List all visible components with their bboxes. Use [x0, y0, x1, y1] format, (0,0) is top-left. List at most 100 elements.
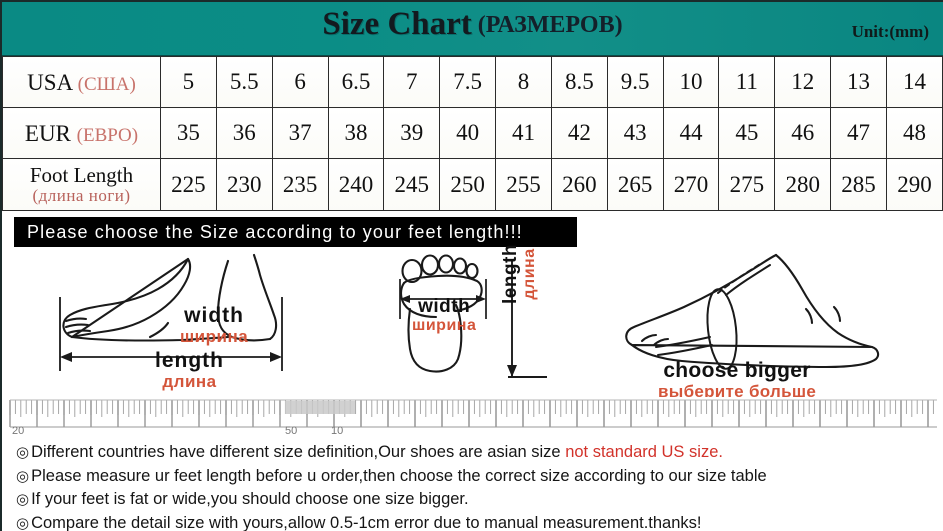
- note-line: ◎ If your feet is fat or wide,you should …: [16, 488, 943, 512]
- cell-usa-12: 13: [830, 56, 887, 108]
- cell-eur-11: 46: [774, 107, 832, 159]
- title-sub-russian: (РАЗМЕРОВ): [477, 12, 623, 38]
- unit-label: Unit:(mm): [851, 22, 929, 41]
- cell-usa-13: 14: [885, 56, 943, 108]
- label-width-sole: width ширина: [412, 296, 476, 335]
- row-label-foot-length-ru: (длина ноги): [32, 186, 131, 205]
- label-length-sole: length длина: [500, 244, 539, 304]
- row-label-eur-en: EUR: [24, 120, 71, 146]
- note-text: Compare the detail size with yours,allow…: [31, 513, 702, 531]
- ruler-mark-10: 10: [331, 425, 344, 437]
- note-text: If your feet is fat or wide,you should c…: [31, 490, 469, 508]
- bullet-icon: ◎: [16, 444, 30, 461]
- cell-foot-4: 245: [383, 158, 441, 211]
- cell-foot-5: 250: [439, 158, 497, 211]
- diagram-side-view-foot: width ширина length длина: [32, 249, 372, 397]
- title-main: Size Chart: [322, 6, 472, 42]
- row-label-eur-ru: (ЕВРО): [76, 124, 139, 146]
- cell-eur-7: 42: [550, 107, 608, 159]
- banner-zone: Please choose the Size according to your…: [2, 211, 943, 249]
- bullet-icon: ◎: [16, 514, 30, 531]
- cell-foot-12: 285: [830, 158, 887, 211]
- cell-usa-9: 10: [662, 56, 720, 108]
- cell-usa-3: 6.5: [327, 56, 385, 108]
- cell-eur-9: 44: [662, 107, 720, 159]
- cell-foot-9: 270: [662, 158, 720, 211]
- row-label-usa: USA (США): [2, 56, 161, 108]
- note-line: ◎ Compare the detail size with yours,allo…: [16, 512, 943, 531]
- cell-usa-5: 7.5: [439, 56, 497, 108]
- size-table: USA (США) 5 5.5 6 6.5 7 7.5 8 8.5 9.5 10…: [2, 56, 943, 211]
- cell-foot-7: 260: [550, 158, 608, 211]
- foot-tape-icon: [625, 253, 880, 370]
- cell-eur-2: 37: [271, 107, 329, 159]
- cell-eur-0: 35: [160, 107, 217, 159]
- note-text: Different countries have different size …: [31, 443, 566, 461]
- label-length-sole-en: length: [500, 244, 521, 304]
- ruler-strip: 20 50 10: [2, 397, 943, 437]
- cell-usa-8: 9.5: [606, 56, 664, 108]
- diagram-foot-with-tape: choose bigger выберите больше: [610, 249, 910, 401]
- label-length-side-ru: длина: [162, 372, 217, 391]
- cell-foot-2: 235: [271, 158, 329, 211]
- note-line: ◎ Please measure ur feet length before u …: [16, 465, 943, 489]
- cell-foot-1: 230: [215, 158, 273, 211]
- row-label-usa-ru: (США): [77, 73, 136, 95]
- cell-usa-4: 7: [383, 56, 441, 108]
- label-length-side: length длина: [155, 349, 224, 392]
- chart-header: Size Chart (РАЗМЕРОВ) Unit:(mm): [2, 2, 943, 56]
- cell-eur-12: 47: [830, 107, 887, 159]
- cell-usa-7: 8.5: [550, 56, 608, 108]
- label-width-side-en: width: [184, 304, 244, 327]
- ruler-icon: [2, 397, 943, 437]
- bullet-icon: ◎: [16, 467, 30, 485]
- cell-foot-13: 290: [885, 158, 943, 211]
- cell-usa-11: 12: [774, 56, 832, 108]
- cell-usa-0: 5: [160, 56, 217, 108]
- cell-usa-10: 11: [718, 56, 776, 108]
- row-label-eur: EUR (ЕВРО): [2, 107, 161, 159]
- sole-foot-icon: [399, 254, 547, 378]
- row-label-usa-en: USA: [27, 69, 72, 95]
- cell-foot-0: 225: [160, 158, 217, 211]
- label-width-sole-en: width: [418, 296, 471, 317]
- label-width-side-ru: ширина: [180, 327, 249, 346]
- table-row: Foot Length (длина ноги) 225 230 235 240…: [2, 158, 943, 211]
- bullet-icon: ◎: [16, 491, 30, 508]
- cell-usa-2: 6: [271, 56, 329, 108]
- foot-diagrams: width ширина length длина: [2, 244, 943, 401]
- cell-foot-11: 280: [774, 158, 832, 211]
- cell-foot-10: 275: [718, 158, 776, 211]
- ruler-mark-50: 50: [285, 425, 298, 437]
- instruction-banner: Please choose the Size according to your…: [14, 217, 577, 247]
- ruler-mark-20: 20: [12, 425, 25, 437]
- row-label-foot-length-en: Foot Length: [29, 163, 134, 187]
- notes-list: ◎ Different countries have different size…: [2, 437, 943, 531]
- cell-eur-1: 36: [215, 107, 273, 159]
- cell-eur-10: 45: [718, 107, 776, 159]
- cell-eur-3: 38: [327, 107, 385, 159]
- row-label-foot-length: Foot Length (длина ноги): [2, 158, 161, 211]
- page-title: Size Chart (РАЗМЕРОВ): [2, 6, 943, 43]
- label-length-side-en: length: [155, 349, 224, 372]
- table-row: EUR (ЕВРО) 35 36 37 38 39 40 41 42 43 44…: [2, 107, 943, 159]
- note-text-red: not standard US size.: [565, 443, 723, 461]
- cell-eur-13: 48: [885, 107, 943, 159]
- side-foot-icon: [59, 253, 283, 371]
- cell-foot-6: 255: [495, 158, 552, 211]
- table-row: USA (США) 5 5.5 6 6.5 7 7.5 8 8.5 9.5 10…: [2, 56, 943, 108]
- cell-eur-8: 43: [606, 107, 664, 159]
- cell-foot-3: 240: [327, 158, 385, 211]
- note-line: ◎ Different countries have different size…: [16, 441, 943, 465]
- label-choose-bigger: choose bigger выберите больше: [658, 359, 816, 402]
- cell-foot-8: 265: [606, 158, 664, 211]
- cell-eur-4: 39: [383, 107, 441, 159]
- cell-usa-6: 8: [495, 56, 552, 108]
- note-text: Please measure ur feet length before u o…: [31, 466, 767, 485]
- cell-usa-1: 5.5: [215, 56, 273, 108]
- cell-eur-5: 40: [439, 107, 497, 159]
- label-width-side: width ширина: [180, 304, 248, 347]
- diagram-sole-view-foot: width ширина length длина: [382, 244, 582, 397]
- cell-eur-6: 41: [495, 107, 552, 159]
